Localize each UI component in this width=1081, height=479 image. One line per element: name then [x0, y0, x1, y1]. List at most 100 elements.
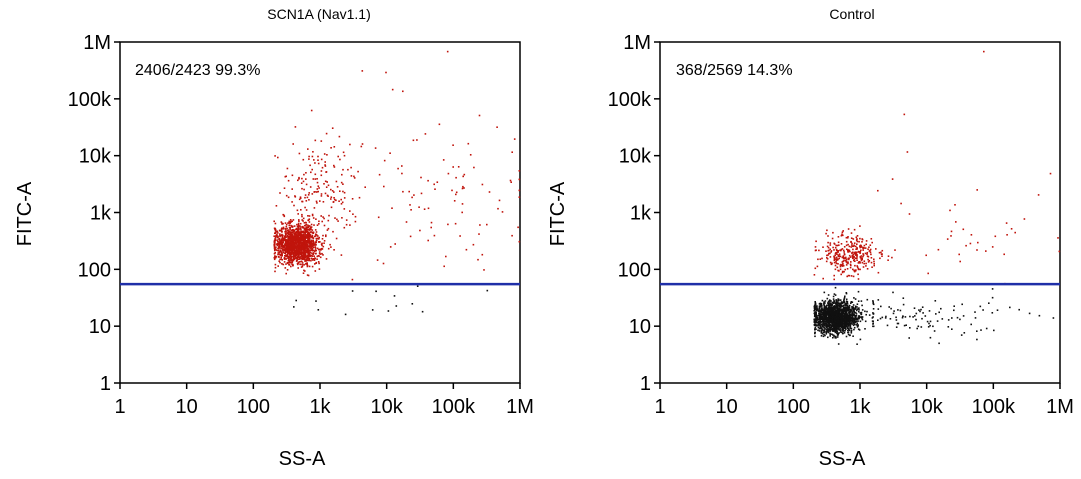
- event-point: [859, 256, 862, 258]
- event-point: [848, 254, 851, 257]
- event-point: [498, 199, 501, 202]
- event-point: [857, 268, 860, 271]
- event-point: [283, 245, 286, 248]
- event-point: [293, 236, 296, 238]
- event-point: [304, 257, 306, 259]
- event-point: [814, 322, 816, 324]
- event-point: [897, 309, 899, 311]
- event-point: [833, 305, 836, 307]
- event-point: [317, 190, 319, 193]
- event-point: [831, 315, 834, 318]
- event-point: [291, 261, 294, 264]
- event-point: [416, 139, 418, 141]
- event-point: [309, 255, 312, 257]
- event-point: [852, 238, 855, 240]
- event-point: [841, 319, 844, 321]
- event-point: [311, 155, 314, 158]
- event-point: [304, 247, 306, 249]
- event-point: [274, 248, 277, 251]
- event-point: [843, 270, 845, 273]
- event-point: [279, 242, 282, 245]
- event-point: [859, 237, 861, 240]
- event-point: [421, 310, 424, 313]
- event-point: [851, 321, 853, 324]
- event-point: [315, 262, 317, 264]
- event-point: [299, 236, 301, 239]
- event-point: [826, 245, 829, 248]
- event-point: [862, 253, 864, 255]
- event-point: [921, 306, 924, 308]
- event-point: [279, 233, 281, 235]
- event-point: [845, 264, 848, 266]
- event-point: [869, 244, 872, 246]
- event-point: [291, 234, 293, 236]
- event-point: [856, 259, 858, 261]
- event-point: [320, 195, 323, 197]
- event-point: [835, 256, 838, 259]
- event-point: [310, 257, 313, 260]
- event-point: [298, 152, 301, 155]
- event-point: [834, 313, 836, 315]
- event-point: [831, 237, 834, 240]
- event-point: [333, 191, 335, 193]
- event-point: [371, 309, 374, 311]
- event-point: [823, 306, 826, 309]
- event-point: [843, 246, 846, 248]
- event-point: [374, 147, 377, 149]
- event-point: [306, 274, 309, 276]
- event-point: [307, 240, 309, 242]
- event-point: [320, 215, 322, 217]
- event-point: [823, 314, 825, 317]
- event-point: [847, 327, 849, 329]
- event-point: [518, 189, 521, 192]
- event-point: [287, 261, 290, 264]
- event-point: [298, 240, 300, 242]
- event-point: [872, 302, 874, 305]
- event-point: [294, 236, 297, 238]
- event-point: [830, 324, 833, 327]
- event-point: [863, 262, 865, 265]
- event-point: [854, 252, 856, 255]
- event-point: [818, 308, 821, 310]
- event-point: [307, 224, 309, 227]
- event-point: [962, 228, 965, 231]
- event-point: [364, 186, 366, 188]
- event-point: [300, 239, 302, 241]
- event-point: [855, 313, 858, 315]
- event-point: [280, 241, 283, 244]
- event-point: [323, 183, 325, 185]
- event-point: [288, 260, 291, 263]
- event-point: [839, 329, 842, 332]
- event-point: [300, 209, 302, 211]
- event-point: [281, 222, 283, 225]
- event-point: [896, 322, 899, 325]
- event-point: [310, 226, 313, 228]
- event-point: [847, 321, 849, 323]
- event-point: [865, 265, 867, 267]
- event-point: [835, 311, 837, 313]
- event-point: [318, 268, 321, 270]
- event-point: [826, 318, 828, 321]
- event-point: [936, 320, 939, 322]
- event-point: [845, 236, 848, 239]
- event-point: [823, 303, 825, 305]
- event-point: [394, 243, 396, 245]
- event-point: [280, 256, 282, 259]
- event-point: [300, 244, 303, 247]
- event-point: [982, 309, 984, 311]
- event-point: [298, 228, 300, 231]
- event-point: [817, 258, 819, 261]
- event-point: [869, 249, 871, 252]
- event-point: [836, 258, 838, 260]
- event-point: [921, 317, 923, 320]
- event-point: [301, 200, 303, 203]
- event-point: [294, 239, 297, 241]
- event-point: [308, 218, 311, 220]
- event-point: [284, 247, 286, 249]
- event-point: [297, 248, 300, 251]
- event-point: [297, 179, 299, 182]
- event-point: [835, 335, 837, 338]
- gate-annotation: 2406/2423 99.3%: [135, 62, 260, 79]
- panel-control: Control FITC-A SS-A 368/2569 14.3% 1 10 10…: [547, 6, 1074, 470]
- event-point: [841, 314, 844, 317]
